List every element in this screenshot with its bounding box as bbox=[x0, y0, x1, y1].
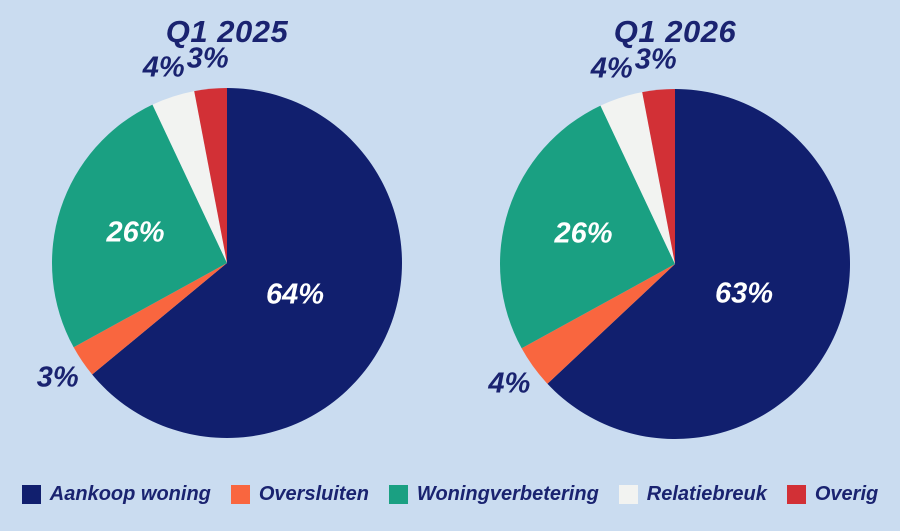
legend-item-aankoop-woning: Aankoop woning bbox=[21, 483, 211, 505]
pie-slice-aankoop-woning bbox=[547, 89, 851, 440]
legend-label: Overig bbox=[814, 483, 879, 505]
chart-title-q1-2025: Q1 2025 bbox=[165, 14, 289, 49]
legend-item-overig: Overig bbox=[786, 483, 879, 505]
legend-item-woningverbetering: Woningverbetering bbox=[388, 483, 599, 505]
pie-slice-overig bbox=[642, 89, 675, 264]
legend-item-relatiebreuk: Relatiebreuk bbox=[618, 483, 767, 505]
pie-q1-2025: 64% 3% 26% 4% 3% bbox=[37, 44, 402, 438]
pie-slice-overig bbox=[194, 88, 227, 263]
pie-slice-relatiebreuk bbox=[152, 91, 227, 263]
pie-slice-oversluiten bbox=[73, 263, 228, 375]
pie-q1-2026: 63% 4% 26% 4% 3% bbox=[488, 45, 851, 440]
pie-slice-oversluiten bbox=[521, 264, 675, 384]
slice-label-relatiebreuk: 4% bbox=[142, 51, 185, 84]
slice-label-oversluiten: 4% bbox=[488, 367, 531, 400]
legend-label: Aankoop woning bbox=[49, 483, 211, 505]
legend-swatch-aankoop-woning bbox=[21, 484, 41, 504]
legend-swatch-relatiebreuk bbox=[618, 484, 638, 504]
legend-label: Relatiebreuk bbox=[646, 483, 767, 505]
slice-label-overig: 3% bbox=[186, 42, 229, 75]
legend-swatch-woningverbetering bbox=[388, 484, 408, 504]
pie-slice-woningverbetering bbox=[52, 104, 227, 348]
slice-label-woningverbetering: 26% bbox=[106, 216, 165, 249]
slice-label-overig: 3% bbox=[634, 43, 677, 76]
pie-slice-woningverbetering bbox=[500, 105, 675, 349]
slice-label-oversluiten: 3% bbox=[36, 361, 79, 394]
legend-swatch-overig bbox=[786, 484, 806, 504]
legend-swatch-oversluiten bbox=[230, 484, 250, 504]
pie-svg bbox=[52, 88, 402, 438]
pie-svg bbox=[500, 89, 851, 440]
legend: Aankoop woning Oversluiten Woningverbeteri… bbox=[0, 484, 900, 504]
legend-label: Oversluiten bbox=[258, 483, 369, 505]
legend-item-oversluiten: Oversluiten bbox=[230, 483, 369, 505]
legend-label: Woningverbetering bbox=[416, 483, 599, 505]
slice-label-woningverbetering: 26% bbox=[554, 217, 613, 250]
chart-title-q1-2026: Q1 2026 bbox=[613, 14, 737, 49]
pie-slice-aankoop-woning bbox=[92, 88, 402, 438]
pie-slice-relatiebreuk bbox=[600, 92, 675, 264]
slice-label-aankoop-woning: 63% bbox=[715, 277, 774, 310]
slice-label-relatiebreuk: 4% bbox=[590, 52, 633, 85]
slice-label-aankoop-woning: 64% bbox=[266, 278, 325, 311]
